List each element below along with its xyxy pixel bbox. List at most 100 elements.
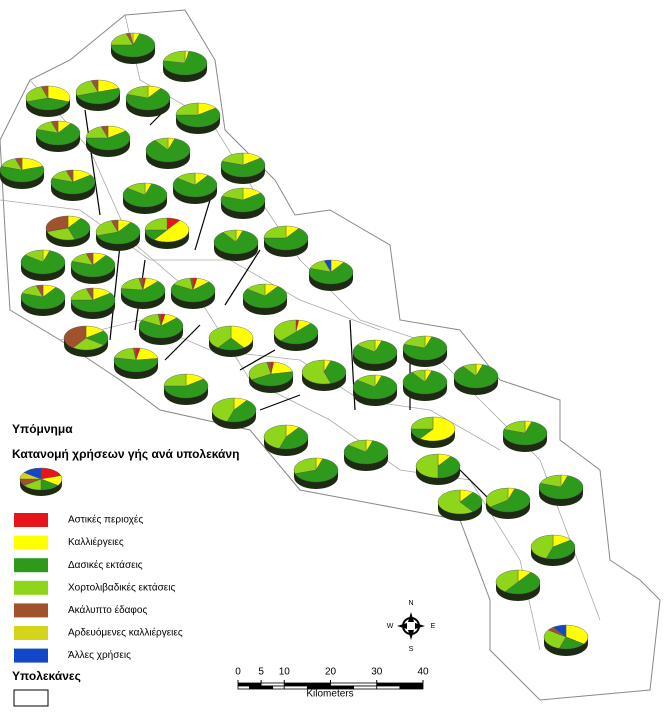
scale-segment bbox=[376, 685, 401, 690]
legend-label: Καλλιέργειες bbox=[68, 536, 124, 548]
pie-slice bbox=[248, 361, 272, 381]
pie-slice bbox=[263, 424, 287, 449]
pie bbox=[138, 313, 184, 345]
pie-slice bbox=[63, 325, 87, 348]
pie bbox=[175, 102, 221, 134]
legend-swatch bbox=[14, 603, 48, 618]
pie bbox=[113, 347, 159, 379]
pie bbox=[85, 125, 131, 157]
pie-slice bbox=[293, 457, 317, 474]
pie-slice bbox=[144, 217, 168, 231]
pie-slice bbox=[356, 374, 376, 388]
pie-slice bbox=[251, 371, 294, 387]
legend-label: Χορτολιβαδικές εκτάσεις bbox=[68, 581, 175, 593]
legend-swatch bbox=[14, 558, 48, 573]
scale-segment bbox=[260, 682, 285, 687]
pie-slice bbox=[35, 284, 44, 298]
pie-slice bbox=[110, 33, 156, 58]
pie-slice bbox=[85, 287, 94, 301]
legend-swatch bbox=[14, 580, 48, 595]
pie bbox=[45, 215, 91, 247]
pie-slice bbox=[20, 287, 66, 310]
pie-slice bbox=[46, 227, 76, 241]
pie-slice bbox=[163, 50, 186, 64]
pie-slice bbox=[226, 400, 257, 423]
scale-tick-label: 5 bbox=[258, 667, 264, 678]
north-label: N bbox=[408, 600, 413, 607]
pie-slice bbox=[72, 337, 105, 351]
scale-unit: Kilometers bbox=[306, 689, 353, 700]
pie-slice bbox=[100, 125, 109, 139]
pie bbox=[263, 225, 309, 257]
west-label: W bbox=[387, 623, 394, 630]
pie-slice bbox=[459, 492, 483, 512]
scale-segment bbox=[399, 685, 424, 690]
pie-slice bbox=[347, 439, 367, 453]
pie-slice bbox=[45, 215, 69, 232]
pie bbox=[543, 624, 589, 656]
pie-slice bbox=[352, 340, 398, 365]
scale-segment bbox=[330, 685, 355, 690]
scale-tick-label: 10 bbox=[279, 667, 291, 678]
pie bbox=[0, 157, 45, 189]
pie-slice bbox=[221, 187, 244, 201]
pie bbox=[144, 217, 190, 249]
scale-tick-label: 30 bbox=[371, 667, 383, 678]
pie bbox=[50, 169, 96, 201]
pie-slice bbox=[176, 172, 196, 186]
pie-slice bbox=[26, 97, 70, 111]
pie-slice bbox=[503, 420, 526, 434]
pie-slice bbox=[70, 255, 116, 278]
pie bbox=[70, 252, 116, 284]
scale-segment bbox=[376, 682, 424, 687]
pie-slice bbox=[263, 225, 287, 239]
pie-slice bbox=[75, 80, 99, 96]
scale-tick-label: 40 bbox=[417, 667, 429, 678]
pie bbox=[145, 137, 191, 169]
pie bbox=[125, 85, 171, 117]
scale-segment bbox=[260, 685, 274, 690]
pie-slice bbox=[65, 169, 74, 183]
pie-slice bbox=[163, 373, 187, 387]
north-arrow: N S W E bbox=[387, 600, 436, 653]
pie-slice bbox=[230, 325, 254, 348]
pie bbox=[95, 219, 141, 251]
pie bbox=[220, 152, 266, 184]
pie-slice bbox=[543, 629, 567, 649]
pie-slice bbox=[126, 182, 146, 196]
scale-segment bbox=[272, 685, 285, 690]
legend-label: Άλλες χρήσεις bbox=[68, 649, 131, 661]
legend-swatch bbox=[14, 648, 48, 663]
pie-slice bbox=[67, 218, 91, 240]
pie bbox=[20, 249, 66, 281]
pie-slice bbox=[278, 427, 309, 450]
legend-swatch bbox=[14, 535, 48, 550]
scale-segment bbox=[249, 685, 262, 690]
east-label: E bbox=[431, 623, 436, 630]
pie bbox=[263, 424, 309, 456]
pie-slice bbox=[403, 335, 426, 349]
pie bbox=[75, 79, 121, 111]
pie-slice bbox=[120, 281, 166, 303]
pie bbox=[211, 397, 257, 429]
pie-slice bbox=[539, 474, 562, 488]
pie-slice bbox=[419, 416, 456, 442]
pie bbox=[20, 284, 66, 316]
pie-slice bbox=[502, 421, 548, 446]
pie-slice bbox=[50, 120, 59, 134]
pie-slice bbox=[489, 488, 531, 513]
pie bbox=[208, 325, 254, 357]
pie-slice bbox=[126, 85, 149, 99]
pie bbox=[213, 229, 259, 261]
pie-slice bbox=[208, 325, 232, 348]
pie-slice bbox=[356, 339, 376, 353]
pie-slice bbox=[76, 88, 121, 105]
pie-slice bbox=[163, 378, 209, 399]
pie-slice bbox=[323, 259, 332, 273]
scale-segment bbox=[353, 685, 378, 690]
pie-slice bbox=[301, 359, 332, 385]
pie-slice bbox=[189, 277, 194, 291]
pie-slice bbox=[273, 319, 297, 341]
